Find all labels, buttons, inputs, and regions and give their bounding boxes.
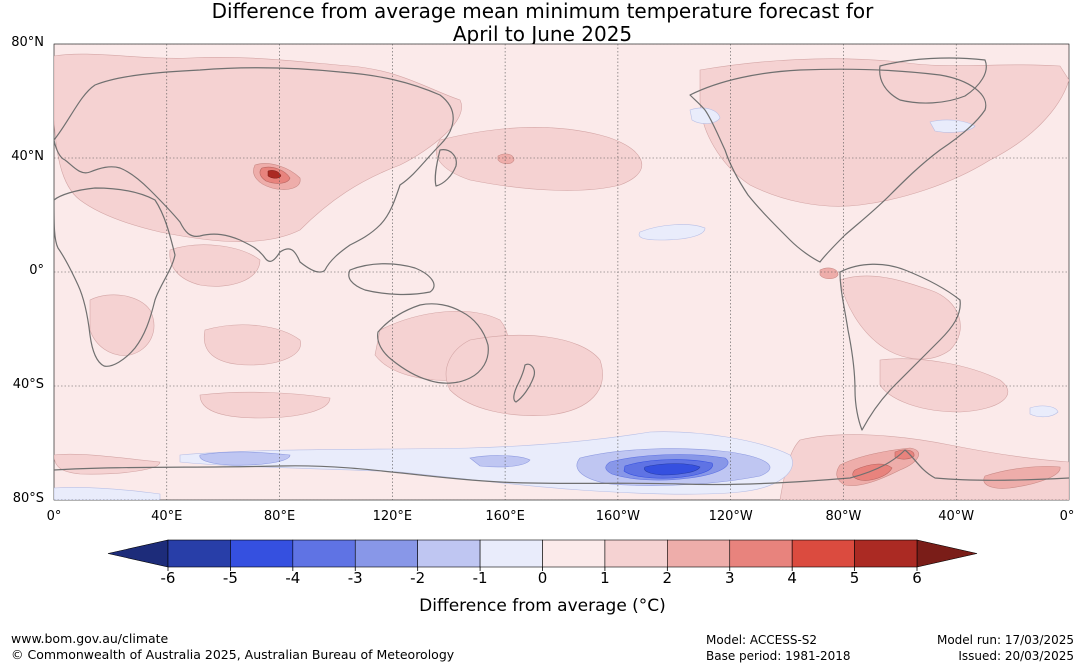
anomaly-region-antarctic-peninsula: [894, 449, 915, 460]
longitude-label: 40°E: [151, 509, 183, 524]
colorbar-tick-label: -6: [161, 569, 176, 587]
longitude-label: 0°: [1059, 509, 1075, 524]
colorbar-segment: [542, 539, 606, 568]
anomaly-region-east-pacific-spot: [819, 267, 839, 280]
coastline-australia: [377, 303, 489, 384]
title-line-2: April to June 2025: [452, 22, 633, 46]
footer-model: Model: ACCESS-S2: [706, 633, 818, 647]
colorbar-tick-label: -5: [223, 569, 238, 587]
footer-copyright: © Commonwealth of Australia 2025, Austra…: [11, 647, 455, 662]
colorbar-segment: [417, 539, 481, 568]
footer-left: www.bom.gov.au/climate © Commonwealth of…: [11, 631, 454, 663]
latitude-label: 0°: [29, 263, 44, 278]
colorbar-segment: [729, 539, 793, 568]
footer-model-run: Model run: 17/03/2025: [936, 633, 1074, 647]
latitude-label: 80°S: [12, 491, 44, 506]
colorbar-extend-low: [107, 539, 169, 568]
colorbar-segment: [167, 539, 231, 568]
colorbar-extend-high: [916, 539, 978, 568]
colorbar-tick-label: 4: [787, 569, 797, 587]
colorbar-tick-label: -3: [348, 569, 363, 587]
anomaly-region-antarctic-edge-cool: [54, 487, 161, 500]
anomaly-region-pacific-north: [435, 127, 643, 191]
colorbar-segment: [479, 539, 543, 568]
colorbar-segment: [230, 539, 294, 568]
longitude-label: 80°E: [263, 509, 296, 524]
longitude-label: 160°E: [485, 509, 525, 524]
coastline-maritime-continent: [348, 263, 435, 296]
colorbar-segment: [292, 539, 356, 568]
anomaly-region-europe-asia: [54, 53, 462, 242]
longitude-label: 0°: [46, 509, 62, 524]
colorbar-tick-label: 1: [600, 569, 610, 587]
coastline-greenland: [879, 57, 987, 104]
footer-base-period: Base period: 1981-2018: [706, 649, 851, 663]
anomaly-region-southern-ocean-west: [199, 391, 331, 419]
chart-title: Difference from average mean minimum tem…: [0, 0, 1085, 46]
colorbar-segment: [667, 539, 731, 568]
colorbar-tick-label: 0: [538, 569, 548, 587]
longitude-label: 160°W: [595, 509, 640, 524]
footer-issued: Issued: 20/03/2025: [958, 649, 1074, 663]
anomaly-fields: [54, 44, 1069, 500]
colorbar-tick-label: -2: [410, 569, 425, 587]
footer-url: www.bom.gov.au/climate: [11, 631, 169, 646]
colorbar-segment: [604, 539, 668, 568]
colorbar-tick-label: 5: [850, 569, 860, 587]
colorbar-axis-title: Difference from average (°C): [419, 596, 666, 616]
colorbar-tick-label: 3: [725, 569, 735, 587]
latitude-label: 40°S: [12, 377, 44, 392]
title-line-1: Difference from average mean minimum tem…: [211, 0, 874, 23]
anomaly-region-south-america: [839, 275, 961, 360]
longitude-label: 120°W: [708, 509, 753, 524]
colorbar-tick-label: 2: [663, 569, 673, 587]
colorbar-tick-label: 6: [912, 569, 922, 587]
longitude-label: 40°W: [938, 509, 975, 524]
coastline-north-america: [689, 68, 987, 263]
anomaly-region-indian-ocean: [203, 324, 301, 366]
map-gridlines: [54, 44, 1069, 500]
anomaly-region-africa: [89, 294, 155, 356]
longitude-label: 80°W: [825, 509, 862, 524]
anomaly-region-weddell-core: [852, 463, 893, 481]
colorbar: -6 -5 -4 -3 -2 -1 0 1 2 3 4 5 6: [107, 539, 978, 587]
anomaly-region-indian-ocean-cool: [199, 451, 291, 466]
latitude-label: 40°N: [11, 149, 44, 164]
footer-model-info: Model: ACCESS-S2 Base period: 1981-2018: [706, 632, 851, 664]
anomaly-region-south-atlantic: [879, 358, 1009, 413]
anomaly-region-hudson-cool: [929, 119, 976, 133]
anomaly-region-tibet-peak: [267, 170, 282, 179]
footer-dates: Model run: 17/03/2025 Issued: 20/03/2025: [937, 632, 1074, 664]
anomaly-region-south-pacific: [445, 334, 603, 416]
anomaly-region-north-america: [699, 58, 1069, 207]
anomaly-region-pacific-spot: [497, 153, 515, 165]
anomaly-region-ross-sea-core: [644, 463, 701, 476]
coastline-africa: [54, 187, 176, 367]
anomaly-region-arabia: [169, 244, 261, 287]
anomaly-region-central-pacific-cool: [638, 224, 706, 241]
coastline-antarctica: [54, 449, 1069, 486]
latitude-label: 80°N: [11, 35, 44, 50]
anomaly-region-south-pacific-cool: [469, 455, 531, 468]
colorbar-segment: [354, 539, 418, 568]
coastline-new-zealand: [513, 363, 535, 403]
coastline-south-america: [839, 263, 961, 431]
colorbar-tick-label: -4: [285, 569, 300, 587]
colorbar-tick-label: -1: [473, 569, 488, 587]
anomaly-region-south-atlantic-warm: [983, 466, 1061, 489]
colorbar-segment: [854, 539, 918, 568]
colorbar-segment: [791, 539, 855, 568]
coastline-japan: [434, 149, 457, 187]
anomaly-region-south-atlantic-cool: [1029, 405, 1059, 418]
longitude-label: 120°E: [372, 509, 413, 524]
